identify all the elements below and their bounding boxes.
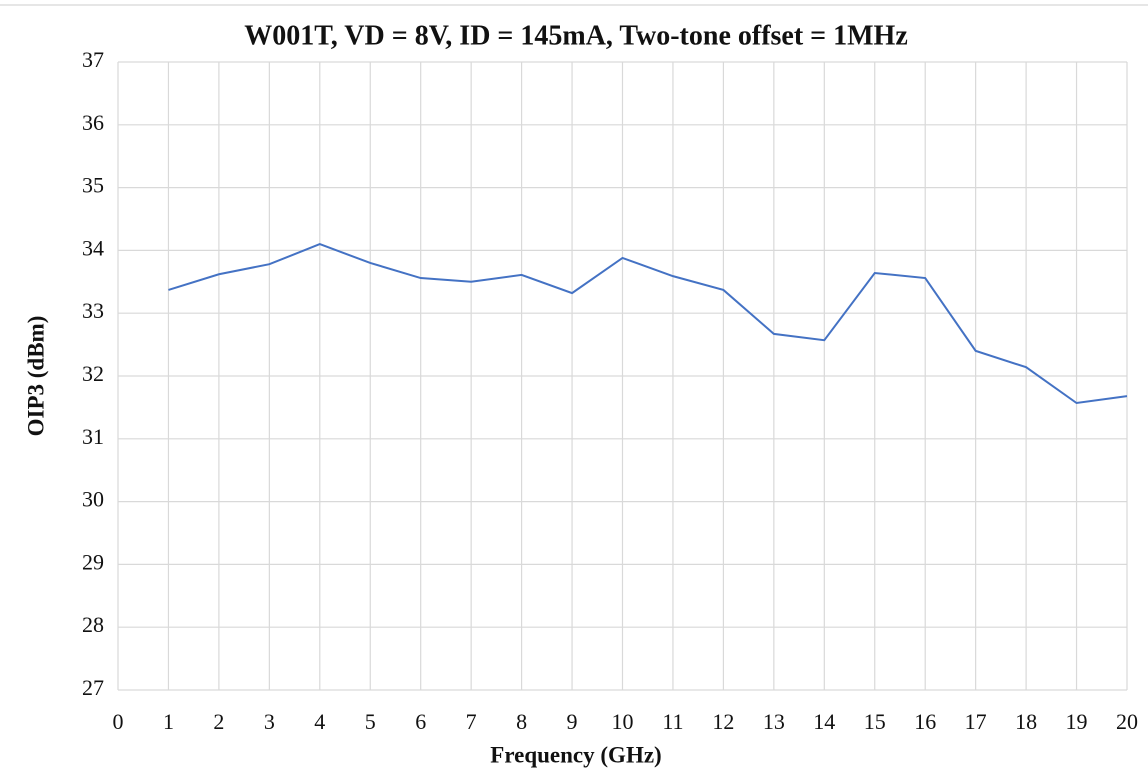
chart-title: W001T, VD = 8V, ID = 145mA, Two-tone off… bbox=[244, 20, 908, 51]
y-tick-label: 28 bbox=[82, 612, 104, 637]
x-tick-label: 13 bbox=[763, 709, 785, 734]
x-tick-label: 3 bbox=[264, 709, 275, 734]
x-tick-label: 11 bbox=[662, 709, 683, 734]
x-tick-label: 2 bbox=[213, 709, 224, 734]
x-tick-label: 4 bbox=[314, 709, 325, 734]
x-tick-label: 5 bbox=[365, 709, 376, 734]
data-line bbox=[168, 243, 1128, 405]
x-tick-label: 20 bbox=[1116, 709, 1138, 734]
x-tick-label: 12 bbox=[712, 709, 734, 734]
x-tick-label: 16 bbox=[914, 709, 936, 734]
y-tick-label: 33 bbox=[82, 298, 104, 323]
y-axis-label: OIP3 (dBm) bbox=[23, 316, 48, 437]
y-tick-label: 30 bbox=[82, 487, 104, 512]
y-tick-label: 35 bbox=[82, 173, 104, 198]
x-tick-label: 0 bbox=[113, 709, 124, 734]
y-tick-label: 29 bbox=[82, 549, 104, 574]
x-tick-label: 14 bbox=[813, 709, 835, 734]
x-tick-label: 1 bbox=[163, 709, 174, 734]
x-tick-label: 10 bbox=[612, 709, 634, 734]
x-axis-label: Frequency (GHz) bbox=[490, 742, 661, 767]
y-tick-label: 37 bbox=[82, 47, 104, 72]
x-tick-label: 6 bbox=[415, 709, 426, 734]
x-tick-label: 15 bbox=[864, 709, 886, 734]
y-tick-label: 36 bbox=[82, 110, 104, 135]
x-tick-label: 8 bbox=[516, 709, 527, 734]
y-tick-label: 34 bbox=[82, 235, 104, 260]
y-tick-label: 32 bbox=[82, 361, 104, 386]
y-tick-label: 31 bbox=[82, 424, 104, 449]
x-tick-label: 18 bbox=[1015, 709, 1037, 734]
x-tick-label: 19 bbox=[1066, 709, 1088, 734]
x-tick-label: 17 bbox=[965, 709, 987, 734]
y-tick-label: 27 bbox=[82, 675, 104, 700]
x-tick-label: 7 bbox=[466, 709, 477, 734]
x-tick-label: 9 bbox=[567, 709, 578, 734]
